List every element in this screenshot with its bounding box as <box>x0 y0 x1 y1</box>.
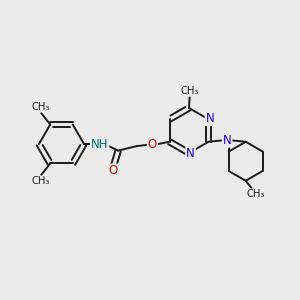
Text: CH₃: CH₃ <box>180 86 199 96</box>
Text: N: N <box>186 147 195 160</box>
Text: CH₃: CH₃ <box>247 189 266 199</box>
Text: N: N <box>206 112 214 125</box>
Text: CH₃: CH₃ <box>31 101 50 112</box>
Text: O: O <box>148 138 157 151</box>
Text: O: O <box>109 164 118 178</box>
Text: CH₃: CH₃ <box>31 176 50 187</box>
Text: NH: NH <box>91 137 108 151</box>
Text: N: N <box>223 134 232 147</box>
